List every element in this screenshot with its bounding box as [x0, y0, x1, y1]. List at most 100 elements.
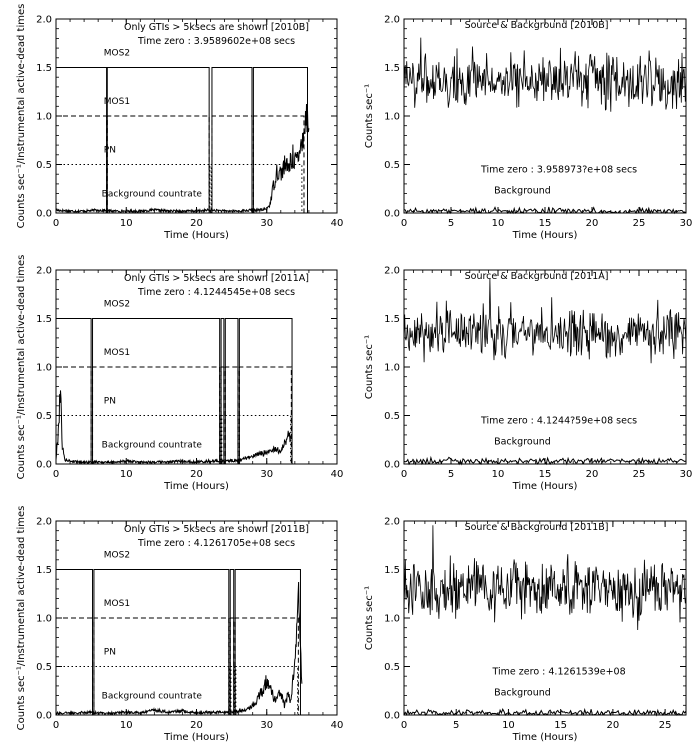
x-tick-label: 25	[633, 218, 646, 229]
y-tick-label: 0.5	[384, 160, 400, 171]
gti-pn-segment	[238, 415, 292, 464]
y-axis-label: Counts sec⁻¹/Instrumental active-dead ti…	[16, 255, 27, 480]
gti-mos2-segment	[234, 569, 301, 715]
level-label-mos2: MOS2	[104, 300, 130, 310]
y-axis-label: Counts sec⁻¹	[364, 586, 375, 650]
chart-title: Source & Background [2011B]	[465, 522, 609, 533]
y-tick-label: 1.0	[384, 614, 400, 625]
time-zero-label: Time zero : 4.1244?59e+08 secs	[480, 415, 637, 426]
background-rate-line	[55, 390, 292, 465]
y-tick-label: 2.0	[36, 15, 52, 26]
chart-title: Only GTIs > 5ksecs are shown [2010B]	[124, 22, 309, 33]
chart-panel-1: 0 10 20 30 40 0.0 0.5 1.0 1.5 2.0 Time (Hours) Coun…	[16, 4, 343, 241]
y-tick-label: 0.0	[36, 209, 52, 220]
y-tick-label: 1.5	[36, 565, 52, 576]
y-tick-label: 1.0	[384, 112, 400, 123]
chart-title: Source & Background [2010B]	[465, 20, 609, 31]
y-axis-label: Counts sec⁻¹/Instrumental active-dead ti…	[16, 4, 27, 229]
x-tick-label: 5	[453, 720, 459, 731]
level-label-background-countrate: Background countrate	[102, 692, 203, 702]
gti-pn-segment	[210, 164, 303, 213]
time-zero-label: Time zero : 4.1261705e+08 secs	[137, 538, 295, 549]
x-tick-label: 10	[120, 720, 133, 731]
plot-frame	[403, 18, 687, 214]
gti-pn-segment	[230, 666, 235, 715]
x-tick-label: 40	[331, 218, 344, 229]
series-line-background	[403, 455, 687, 466]
level-label-mos2: MOS2	[104, 49, 130, 59]
x-tick-label: 20	[190, 469, 203, 480]
x-tick-label: 30	[260, 218, 273, 229]
background-rate-line	[55, 581, 303, 716]
y-tick-label: 2.0	[36, 266, 52, 277]
y-tick-label: 0.5	[36, 662, 52, 673]
y-axis-label: Counts sec⁻¹	[364, 84, 375, 148]
y-tick-label: 0.0	[384, 460, 400, 471]
x-tick-label: 10	[502, 720, 515, 731]
gti-mos2-segment	[55, 318, 92, 464]
x-tick-label: 20	[586, 469, 599, 480]
y-tick-label: 2.0	[384, 266, 400, 277]
x-tick-label: 20	[607, 720, 620, 731]
level-label-background-countrate: Background countrate	[102, 441, 203, 451]
y-tick-label: 1.5	[384, 63, 400, 74]
gti-pn-segment	[55, 164, 211, 213]
x-tick-label: 0	[401, 720, 407, 731]
background-label: Background	[494, 688, 551, 699]
gti-pn-segment	[235, 666, 299, 715]
x-tick-label: 15	[554, 720, 567, 731]
x-tick-label: 10	[492, 469, 505, 480]
x-tick-label: 5	[448, 469, 454, 480]
y-tick-label: 1.0	[36, 614, 52, 625]
y-tick-label: 1.5	[384, 314, 400, 325]
chart-panel-5: 0 10 20 30 40 0.0 0.5 1.0 1.5 2.0 Time (Hours) Coun…	[16, 506, 343, 743]
gti-mos2-segment	[55, 569, 94, 715]
x-axis-label: Time (Hours)	[163, 481, 229, 492]
y-tick-label: 1.5	[36, 63, 52, 74]
series-line-source	[403, 525, 687, 631]
gti-pn-segment	[221, 415, 239, 464]
x-tick-label: 40	[331, 469, 344, 480]
y-tick-label: 1.5	[36, 314, 52, 325]
background-rate-line	[55, 103, 310, 214]
x-axis-label: Time (Hours)	[163, 732, 229, 743]
x-tick-label: 30	[680, 218, 693, 229]
plot-frame	[403, 269, 687, 465]
level-label-pn: PN	[104, 146, 116, 156]
x-tick-label: 5	[448, 218, 454, 229]
gti-mos2-segment	[224, 318, 239, 464]
x-tick-label: 25	[659, 720, 672, 731]
x-tick-label: 30	[680, 469, 693, 480]
x-axis-label: Time (Hours)	[512, 732, 578, 743]
x-tick-label: 15	[539, 218, 552, 229]
x-axis-label: Time (Hours)	[163, 230, 229, 241]
x-axis-label: Time (Hours)	[512, 230, 578, 241]
x-tick-label: 10	[120, 469, 133, 480]
y-tick-label: 0.5	[384, 411, 400, 422]
series-line-source	[403, 37, 687, 112]
y-tick-label: 0.0	[384, 711, 400, 722]
y-tick-label: 0.5	[36, 160, 52, 171]
x-tick-label: 20	[586, 218, 599, 229]
y-axis-label: Counts sec⁻¹	[364, 335, 375, 399]
x-tick-label: 15	[539, 469, 552, 480]
x-tick-label: 20	[190, 218, 203, 229]
background-label: Background	[494, 186, 551, 197]
gti-mos2-segment	[252, 67, 308, 213]
x-tick-label: 0	[401, 218, 407, 229]
chart-panel-4: 0 5 10 15 20 25 30 0.0 0.5 1.0 1.5 2.0 Time (Hours) C…	[364, 266, 692, 493]
y-tick-label: 2.0	[384, 15, 400, 26]
x-tick-label: 10	[120, 218, 133, 229]
y-tick-label: 0.0	[384, 209, 400, 220]
x-tick-label: 20	[190, 720, 203, 731]
gti-mos1-segment	[224, 366, 239, 464]
time-zero-label: Time zero : 4.1261539e+08	[492, 666, 626, 677]
y-tick-label: 1.0	[36, 112, 52, 123]
y-tick-label: 2.0	[384, 517, 400, 528]
level-label-mos1: MOS1	[104, 97, 130, 107]
x-tick-label: 30	[260, 720, 273, 731]
level-label-background-countrate: Background countrate	[102, 190, 203, 200]
y-axis-label: Counts sec⁻¹/Instrumental active-dead ti…	[16, 506, 27, 731]
time-zero-label: Time zero : 3.958973?e+08 secs	[480, 164, 637, 175]
y-tick-label: 1.5	[384, 565, 400, 576]
